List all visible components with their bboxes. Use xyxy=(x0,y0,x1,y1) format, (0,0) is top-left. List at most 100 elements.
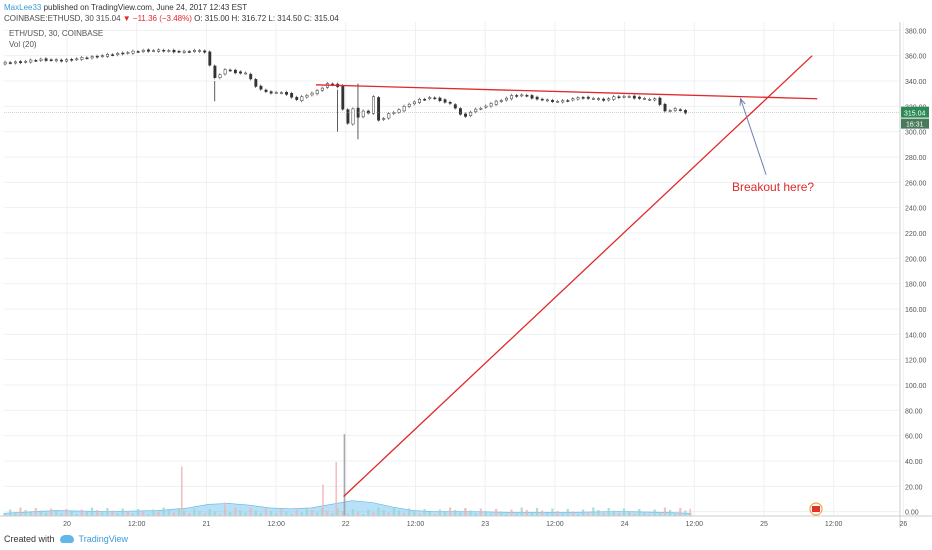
time-tick-label: 12:00 xyxy=(407,521,425,528)
volume-bar xyxy=(152,509,155,516)
volume-bar xyxy=(300,512,303,516)
author-link[interactable]: MaxLee33 xyxy=(4,3,42,12)
candle-body xyxy=(198,50,202,52)
candle-body xyxy=(658,97,662,105)
price-tick-label: 20.00 xyxy=(905,484,923,491)
volume-bar xyxy=(643,511,646,516)
volume-bar xyxy=(413,511,416,516)
volume-bar xyxy=(505,514,508,516)
volume-bar xyxy=(653,509,656,516)
candle-body xyxy=(515,95,519,97)
candle-body xyxy=(648,98,652,101)
candle-body xyxy=(300,96,304,102)
time-tick-label: 20 xyxy=(63,521,71,528)
volume-bar xyxy=(326,510,329,516)
volume-bar xyxy=(157,512,160,516)
candle-body xyxy=(106,54,109,57)
candle-body xyxy=(116,53,120,56)
candle-body xyxy=(387,113,391,119)
volume-bar xyxy=(147,514,150,516)
volume-bar xyxy=(443,512,447,516)
volume-bar xyxy=(198,511,201,516)
candle-body xyxy=(484,105,488,108)
price-tick-label: 360.00 xyxy=(905,54,927,61)
volume-bar xyxy=(65,509,68,516)
published-text: published on TradingView.com, June 24, 2… xyxy=(43,3,248,12)
volume-bar xyxy=(500,511,503,516)
price-axis[interactable]: 380.00360.00340.00320.00300.00280.00260.… xyxy=(899,22,929,528)
candle-body xyxy=(100,55,104,57)
candle-body xyxy=(612,96,616,100)
grid xyxy=(4,22,904,516)
candle-body xyxy=(591,98,595,100)
volume-spike xyxy=(322,484,324,516)
volume-bar xyxy=(377,507,380,516)
volume-bar xyxy=(177,508,181,516)
volume-spike xyxy=(343,434,346,516)
candle-body xyxy=(177,50,181,53)
trendline xyxy=(315,84,818,100)
tradingview-brand[interactable]: TradingView xyxy=(78,534,129,544)
price-chart[interactable]: 380.00360.00340.00320.00300.00280.00260.… xyxy=(0,22,932,528)
volume-bar xyxy=(4,514,7,516)
chart-area[interactable]: 380.00360.00340.00320.00300.00280.00260.… xyxy=(0,22,932,528)
candle-body xyxy=(673,108,677,111)
volume-spike xyxy=(180,466,183,516)
candle-body xyxy=(162,49,166,52)
volume-bar xyxy=(418,513,421,516)
volume-bar xyxy=(70,511,73,516)
candle-body xyxy=(361,110,365,118)
time-tick-label: 23 xyxy=(481,521,489,528)
volume-bar xyxy=(116,513,119,516)
volume-bar xyxy=(592,507,595,516)
volume-bar xyxy=(218,514,222,516)
volume-bar xyxy=(34,508,37,516)
volume-bar xyxy=(520,507,523,516)
price-tick-label: 60.00 xyxy=(905,434,923,441)
volume-bar xyxy=(50,508,53,516)
candle-body xyxy=(126,52,130,54)
volume-bar xyxy=(648,514,651,516)
candle-body xyxy=(187,51,191,53)
price-tick-label: 220.00 xyxy=(905,231,927,238)
candle-body xyxy=(60,59,63,62)
volume-bar xyxy=(622,508,626,516)
volume-bar xyxy=(382,510,385,516)
trendline xyxy=(343,55,813,497)
ohlc-values: O: 315.00 H: 316.72 L: 314.50 C: 315.04 xyxy=(194,14,339,23)
candle-body xyxy=(152,50,155,52)
volume-bar xyxy=(617,513,620,516)
candle-body xyxy=(458,108,462,115)
volume-bar xyxy=(607,508,610,516)
time-tick-label: 12:00 xyxy=(128,521,146,528)
volume-bar xyxy=(638,509,641,516)
candle-body xyxy=(24,61,28,63)
volume-bar xyxy=(438,509,441,516)
candle-body xyxy=(218,74,222,78)
volume-bar xyxy=(183,510,186,516)
candle-body xyxy=(494,100,498,105)
time-tick-label: 12:00 xyxy=(825,521,843,528)
drawings[interactable] xyxy=(315,55,818,497)
volume-bar xyxy=(408,508,411,516)
candle-body xyxy=(423,98,427,101)
candle-body xyxy=(684,110,687,114)
chart-header: MaxLee33 published on TradingView.com, J… xyxy=(4,2,339,24)
volume-bar xyxy=(495,509,498,516)
candle-body xyxy=(607,98,611,101)
candle-body xyxy=(551,100,554,102)
candle-body xyxy=(80,57,84,60)
volume-bar xyxy=(341,511,344,516)
volume-bar xyxy=(658,512,661,516)
volume-bar xyxy=(234,507,237,516)
breakout-annotation[interactable]: Breakout here? xyxy=(732,180,814,194)
candle-body xyxy=(479,108,483,110)
volume-series xyxy=(3,434,692,517)
volume-bar xyxy=(126,511,129,516)
candle-body xyxy=(274,92,278,94)
volume-bar xyxy=(24,510,27,516)
volume-bar xyxy=(581,509,585,516)
time-axis[interactable]: 20 12:00 21 12:00 22 12:00 23 12:00 24 12:00 25 12:… xyxy=(0,502,932,528)
volume-bar xyxy=(55,511,58,516)
candle-body xyxy=(121,52,125,55)
